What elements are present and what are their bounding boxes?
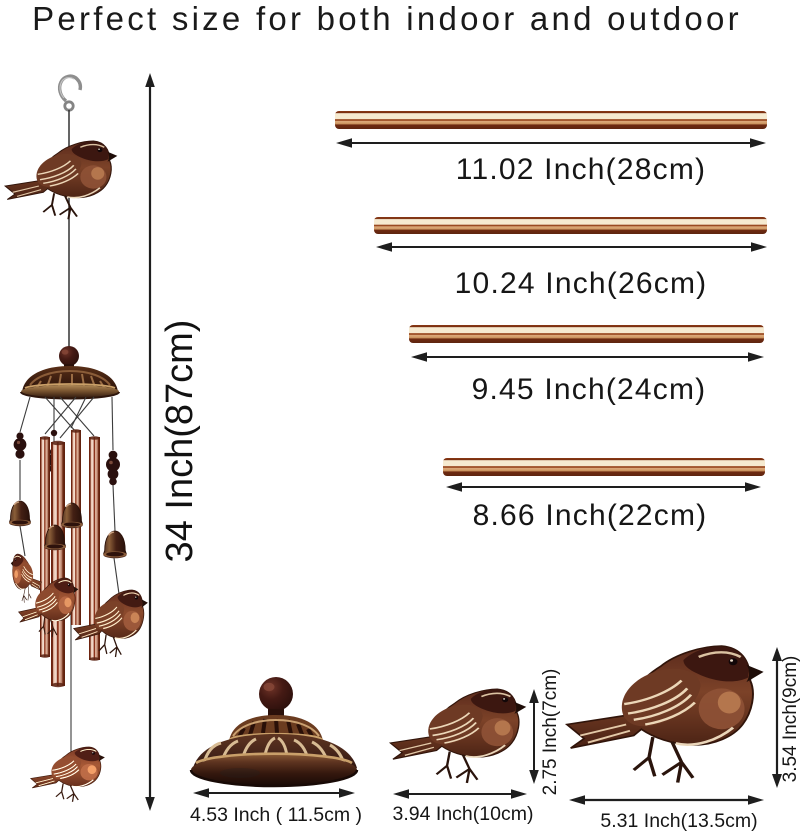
svg-text:10.24 Inch(26cm): 10.24 Inch(26cm) <box>455 267 708 300</box>
svg-text:4.53 Inch ( 11.5cm ): 4.53 Inch ( 11.5cm ) <box>190 804 362 826</box>
svg-text:5.31 Inch(13.5cm): 5.31 Inch(13.5cm) <box>600 810 757 832</box>
svg-text:8.66 Inch(22cm): 8.66 Inch(22cm) <box>473 499 708 532</box>
svg-text:2.75 Inch(7cm): 2.75 Inch(7cm) <box>540 669 561 796</box>
svg-text:Perfect size for both indoor a: Perfect size for both indoor and outdoor <box>32 0 742 37</box>
svg-text:3.54 Inch(9cm): 3.54 Inch(9cm) <box>780 656 800 783</box>
svg-text:11.02 Inch(28cm): 11.02 Inch(28cm) <box>456 153 706 186</box>
svg-text:9.45 Inch(24cm): 9.45 Inch(24cm) <box>472 373 707 406</box>
svg-text:3.94 Inch(10cm): 3.94 Inch(10cm) <box>393 803 534 825</box>
svg-text:34 Inch(87cm): 34 Inch(87cm) <box>159 320 201 563</box>
